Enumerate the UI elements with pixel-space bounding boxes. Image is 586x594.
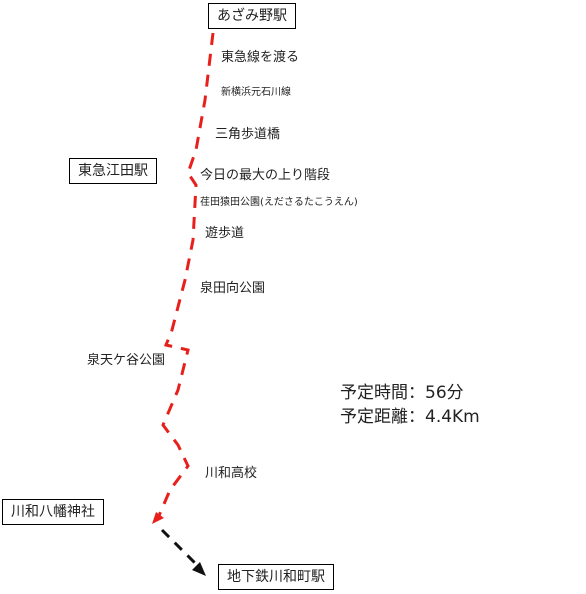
info-time: 予定時間：56分: [340, 383, 464, 403]
station: 地下鉄川和町駅: [218, 564, 334, 590]
waypoint: 泉田向公園: [200, 281, 266, 296]
waypoint: 遊歩道: [205, 226, 245, 241]
waypoint: 今日の最大の上り階段: [200, 168, 331, 183]
station: 川和八幡神社: [2, 499, 104, 525]
waypoint: 三角歩道橋: [215, 127, 281, 142]
station: あざみ野駅: [208, 3, 296, 29]
route-black: [160, 528, 200, 568]
waypoint: 東急線を渡る: [221, 50, 300, 65]
waypoint: 荏田猿田公園(えださるたこうえん): [200, 197, 358, 208]
waypoint: 新横浜元石川線: [221, 87, 291, 98]
station: 東急江田駅: [69, 158, 157, 184]
waypoint: 泉天ケ谷公園: [87, 353, 166, 368]
arrow-black: [192, 562, 206, 576]
route-red: [156, 32, 215, 519]
info-distance: 予定距離：4.4Km: [340, 407, 480, 427]
waypoint: 川和高校: [205, 466, 258, 481]
arrow-red: [152, 512, 164, 524]
